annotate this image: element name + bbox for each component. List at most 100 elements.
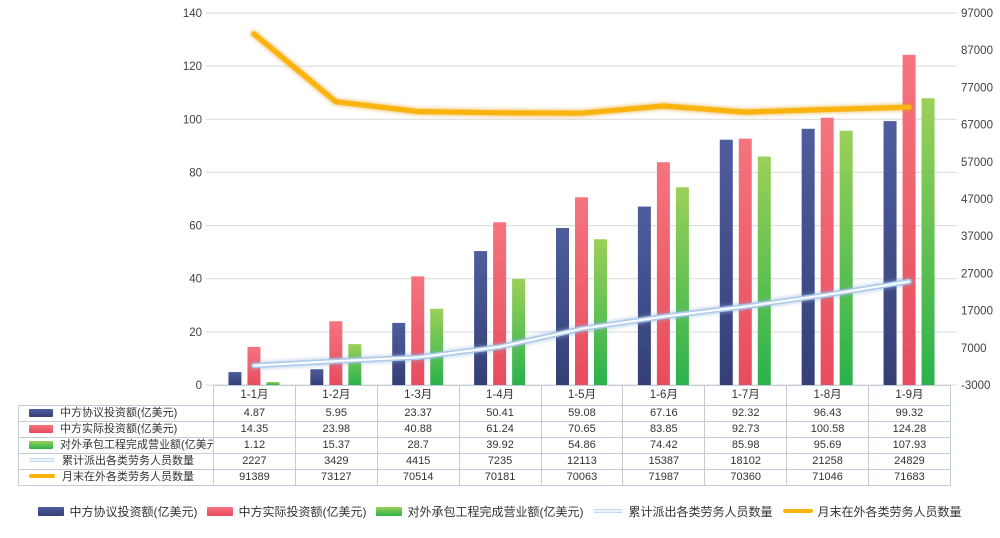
y-axis-label-right: 77000 [961, 82, 993, 94]
value-cell: 12113 [540, 453, 624, 470]
value-cell: 70181 [458, 469, 542, 486]
value-cell: 1.12 [213, 437, 296, 454]
y-axis-label-right: 7000 [961, 343, 987, 355]
value-cell: 85.98 [704, 437, 788, 454]
legend-label: 累计派出各类劳务人员数量 [628, 504, 773, 519]
y-axis-label-right: 97000 [961, 8, 993, 20]
value-cell: 92.73 [704, 421, 788, 438]
bar [801, 128, 815, 385]
value-cell: 70063 [540, 469, 624, 486]
bar-series-swatch-icon [207, 506, 234, 516]
value-cell: 91389 [213, 469, 296, 486]
table-row: 对外承包工程完成营业额(亿美元) 1.12 15.37 28.7 39.92 54.86 7… [18, 437, 951, 454]
category-header-cell: 1-7月 [704, 385, 788, 406]
y-axis-label-right: 67000 [961, 120, 993, 132]
bar [228, 372, 242, 385]
y-axis-label-left: 100 [183, 114, 202, 126]
y-axis-label-right: 87000 [961, 45, 993, 57]
value-cell: 99.32 [868, 405, 951, 422]
bar-series-swatch-icon [376, 506, 403, 516]
value-cell: 92.32 [704, 405, 788, 422]
series-name-label: 中方协议投资额(亿美元) [60, 407, 178, 419]
bar [430, 308, 444, 385]
table-corner-cell [19, 386, 214, 406]
y-axis-label-left: 120 [183, 61, 202, 73]
y-axis-label-left: 40 [189, 274, 202, 286]
table-row: 月末在外各类劳务人员数量 91389 73127 70514 70181 70063 719… [18, 469, 951, 486]
value-cell: 73127 [294, 469, 378, 486]
value-cell: 4.87 [213, 405, 296, 422]
series-name-cell: 中方实际投资额(亿美元) [18, 421, 214, 438]
line-series-swatch-icon [29, 474, 55, 478]
category-header-cell: 1-3月 [376, 385, 460, 406]
value-cell: 95.69 [786, 437, 869, 454]
category-header-row: 1-1月 1-2月 1-3月 1-4月 1-5月 1-6月 1-7月 1-8月 1-9月 [19, 385, 951, 406]
bar [902, 54, 916, 385]
value-cell: 71046 [786, 469, 869, 486]
value-cell: 70514 [376, 469, 460, 486]
legend-item: 月末在外各类劳务人员数量 [782, 503, 962, 520]
series-name-cell: 对外承包工程完成营业额(亿美元) [18, 437, 214, 454]
value-cell: 67.16 [622, 405, 706, 422]
value-cell: 24829 [868, 453, 951, 470]
bar [839, 130, 853, 385]
bar [329, 321, 343, 385]
bar-series-swatch-icon [29, 409, 53, 417]
value-cell: 21258 [786, 453, 869, 470]
value-cell: 107.93 [868, 437, 951, 454]
value-cell: 15.37 [294, 437, 378, 454]
y-axis-label-left: 60 [189, 221, 202, 233]
legend-label: 对外承包工程完成营业额(亿美元) [407, 504, 584, 519]
value-cell: 3429 [294, 453, 378, 470]
value-cell: 15387 [622, 453, 706, 470]
y-axis-label-left: 140 [183, 8, 202, 20]
value-cell: 2227 [213, 453, 296, 470]
legend-item: 对外承包工程完成营业额(亿美元) [376, 503, 583, 520]
value-cell: 28.7 [376, 437, 460, 454]
category-header-cell: 1-5月 [540, 385, 624, 406]
table-row: 累计派出各类劳务人员数量 2227 3429 4415 7235 12113 15387 18… [18, 453, 951, 470]
category-header-cell: 1-6月 [622, 385, 706, 406]
value-cell: 96.43 [786, 405, 869, 422]
value-cell: 50.41 [458, 405, 542, 422]
bar [820, 117, 834, 385]
bar-series-swatch-icon [29, 441, 53, 449]
y-axis-label-right: 17000 [961, 306, 993, 318]
y-axis-label-right: 37000 [961, 231, 993, 243]
bar [637, 206, 651, 385]
value-cell: 7235 [458, 453, 542, 470]
value-cell: 83.85 [622, 421, 706, 438]
table-row: 中方实际投资额(亿美元) 14.35 23.98 40.88 61.24 70.65 83.… [18, 421, 951, 438]
value-cell: 5.95 [294, 405, 378, 422]
value-cell: 39.92 [458, 437, 542, 454]
bar [675, 187, 689, 385]
bar [594, 239, 607, 385]
value-cell: 100.58 [786, 421, 869, 438]
category-header-cell: 1-9月 [868, 385, 951, 406]
line-series-swatch-icon [593, 509, 624, 513]
chart-data-table: 1-1月 1-2月 1-3月 1-4月 1-5月 1-6月 1-7月 1-8月 1-9月 中方协议… [18, 385, 951, 486]
bar [493, 222, 507, 385]
series-name-label: 累计派出各类劳务人员数量 [62, 455, 194, 467]
bar [474, 251, 488, 385]
table-row: 中方协议投资额(亿美元) 4.87 5.95 23.37 50.41 59.08 67.16… [18, 405, 951, 422]
value-cell: 61.24 [458, 421, 542, 438]
series-name-label: 月末在外各类劳务人员数量 [62, 471, 194, 483]
series-name-cell: 中方协议投资额(亿美元) [18, 405, 214, 422]
category-header-cell: 1-8月 [786, 385, 869, 406]
value-cell: 23.98 [294, 421, 378, 438]
value-cell: 70.65 [540, 421, 624, 438]
bar [738, 138, 752, 385]
bar [656, 162, 670, 385]
bar [556, 228, 569, 385]
value-cell: 23.37 [376, 405, 460, 422]
bar [512, 278, 526, 385]
bar [757, 156, 771, 385]
value-cell: 71987 [622, 469, 706, 486]
value-cell: 14.35 [213, 421, 296, 438]
category-header-cell: 1-2月 [294, 385, 378, 406]
chart-legend: 中方协议投资额(亿美元) 中方实际投资额(亿美元) 对外承包工程完成营业额(亿美元)… [0, 501, 1000, 521]
bar [883, 121, 897, 385]
value-cell: 74.42 [622, 437, 706, 454]
